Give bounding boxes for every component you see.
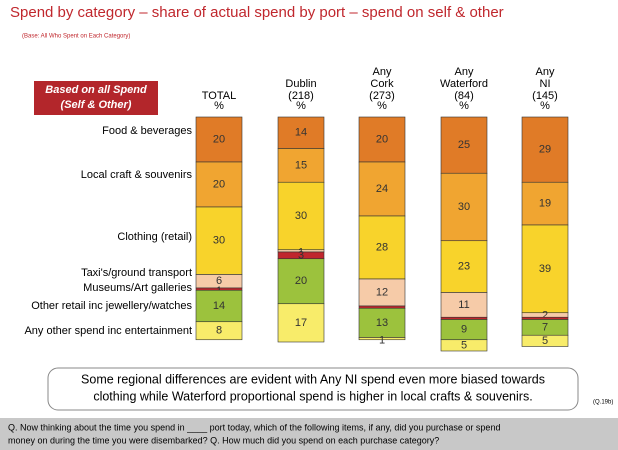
badge-text: Based on all Spend xyxy=(45,84,147,96)
value-label: 14 xyxy=(295,127,307,139)
unit-label: % xyxy=(540,100,550,112)
column-header: Any xyxy=(536,66,555,78)
callout-text: Some regional differences are evident wi… xyxy=(81,372,545,386)
badge-text: (Self & Other) xyxy=(61,99,132,111)
value-label: 28 xyxy=(376,241,388,253)
value-label: 29 xyxy=(539,144,551,156)
column-header: Waterford xyxy=(440,78,488,90)
bar-segment xyxy=(440,172,488,242)
bar-segment xyxy=(277,116,325,149)
value-label: 5 xyxy=(461,339,467,351)
value-label: 9 xyxy=(461,324,467,336)
value-label: 12 xyxy=(376,286,388,298)
category-label: Museums/Art galleries xyxy=(83,282,192,294)
value-label: 13 xyxy=(376,317,388,329)
bar-segment xyxy=(440,339,488,352)
value-label: 1 xyxy=(379,334,385,346)
value-label: 19 xyxy=(539,198,551,210)
bar-segment xyxy=(195,321,243,341)
category-label: Other retail inc jewellery/watches xyxy=(31,300,192,312)
bar-segment xyxy=(440,292,488,318)
value-label: 20 xyxy=(295,275,307,287)
category-label: Taxi's/ground transport xyxy=(81,267,192,279)
column-header: Any xyxy=(373,66,392,78)
category-label: Local craft & souvenirs xyxy=(81,169,193,181)
bar-segment xyxy=(521,334,569,347)
value-label: 20 xyxy=(213,178,225,190)
value-label: 6 xyxy=(216,275,222,287)
bar-segment xyxy=(195,116,243,163)
value-label: 24 xyxy=(376,183,388,195)
bar-segment xyxy=(358,161,406,217)
value-label: 14 xyxy=(213,300,225,312)
bar-segment xyxy=(521,116,569,183)
value-label: 30 xyxy=(213,235,225,247)
column-header: Dublin xyxy=(285,78,316,90)
bar-segment xyxy=(195,161,243,208)
bar-segment xyxy=(358,305,406,309)
bar-segment xyxy=(277,181,325,251)
bar-segment xyxy=(440,116,488,174)
value-label: 15 xyxy=(295,159,307,171)
bar-segment xyxy=(277,148,325,183)
value-label: 30 xyxy=(295,210,307,222)
bar-segment xyxy=(521,316,569,320)
bar-segment xyxy=(358,307,406,338)
value-label: 8 xyxy=(216,325,222,337)
footer-box xyxy=(0,418,618,450)
column-header: TOTAL xyxy=(202,90,236,102)
source-note: (Q.19b) xyxy=(593,400,613,406)
value-label: 2 xyxy=(542,310,548,322)
column-header: Any xyxy=(455,66,474,78)
subtitle: (Base: All Who Spent on Each Category) xyxy=(22,34,130,40)
column-header: (273) xyxy=(369,90,395,102)
value-label: 20 xyxy=(376,133,388,145)
bar-segment xyxy=(440,316,488,320)
value-label: 7 xyxy=(542,321,548,333)
column-header: (145) xyxy=(532,90,558,102)
column-header: Cork xyxy=(370,78,394,90)
value-label: 25 xyxy=(458,139,470,151)
bar-segment xyxy=(358,337,406,341)
value-label: 39 xyxy=(539,263,551,275)
unit-label: % xyxy=(296,100,306,112)
bar-segment xyxy=(521,224,569,314)
value-label: 5 xyxy=(542,335,548,347)
category-label: Any other spend inc entertainment xyxy=(24,325,192,337)
callout-box xyxy=(47,367,579,411)
category-label: Food & beverages xyxy=(102,125,192,137)
callout-text: clothing while Waterford proportional sp… xyxy=(93,389,532,403)
bar-segment xyxy=(277,258,325,305)
value-label: 20 xyxy=(213,133,225,145)
unit-label: % xyxy=(377,100,387,112)
footer-text: Q. Now thinking about the time you spend… xyxy=(8,422,500,432)
footer-text: money on during the time you were disemb… xyxy=(8,435,439,445)
category-label: Clothing (retail) xyxy=(117,231,192,243)
bar-segment xyxy=(277,303,325,343)
chart-title: Spend by category – share of actual spen… xyxy=(10,4,504,21)
value-label: 23 xyxy=(458,261,470,273)
badge-box xyxy=(34,81,158,115)
bar-segment xyxy=(358,116,406,163)
column-header: (218) xyxy=(288,90,314,102)
unit-label: % xyxy=(214,100,224,112)
column-header: NI xyxy=(540,78,551,90)
bar-segment xyxy=(195,206,243,275)
value-label: 17 xyxy=(295,317,307,329)
bar-segment xyxy=(358,278,406,307)
bar-segment xyxy=(358,215,406,280)
value-label: 11 xyxy=(458,299,469,311)
value-label: 30 xyxy=(458,201,470,213)
unit-label: % xyxy=(459,100,469,112)
bar-segment xyxy=(195,289,243,323)
column-header: (84) xyxy=(454,90,474,102)
value-label: 3 xyxy=(298,249,304,261)
